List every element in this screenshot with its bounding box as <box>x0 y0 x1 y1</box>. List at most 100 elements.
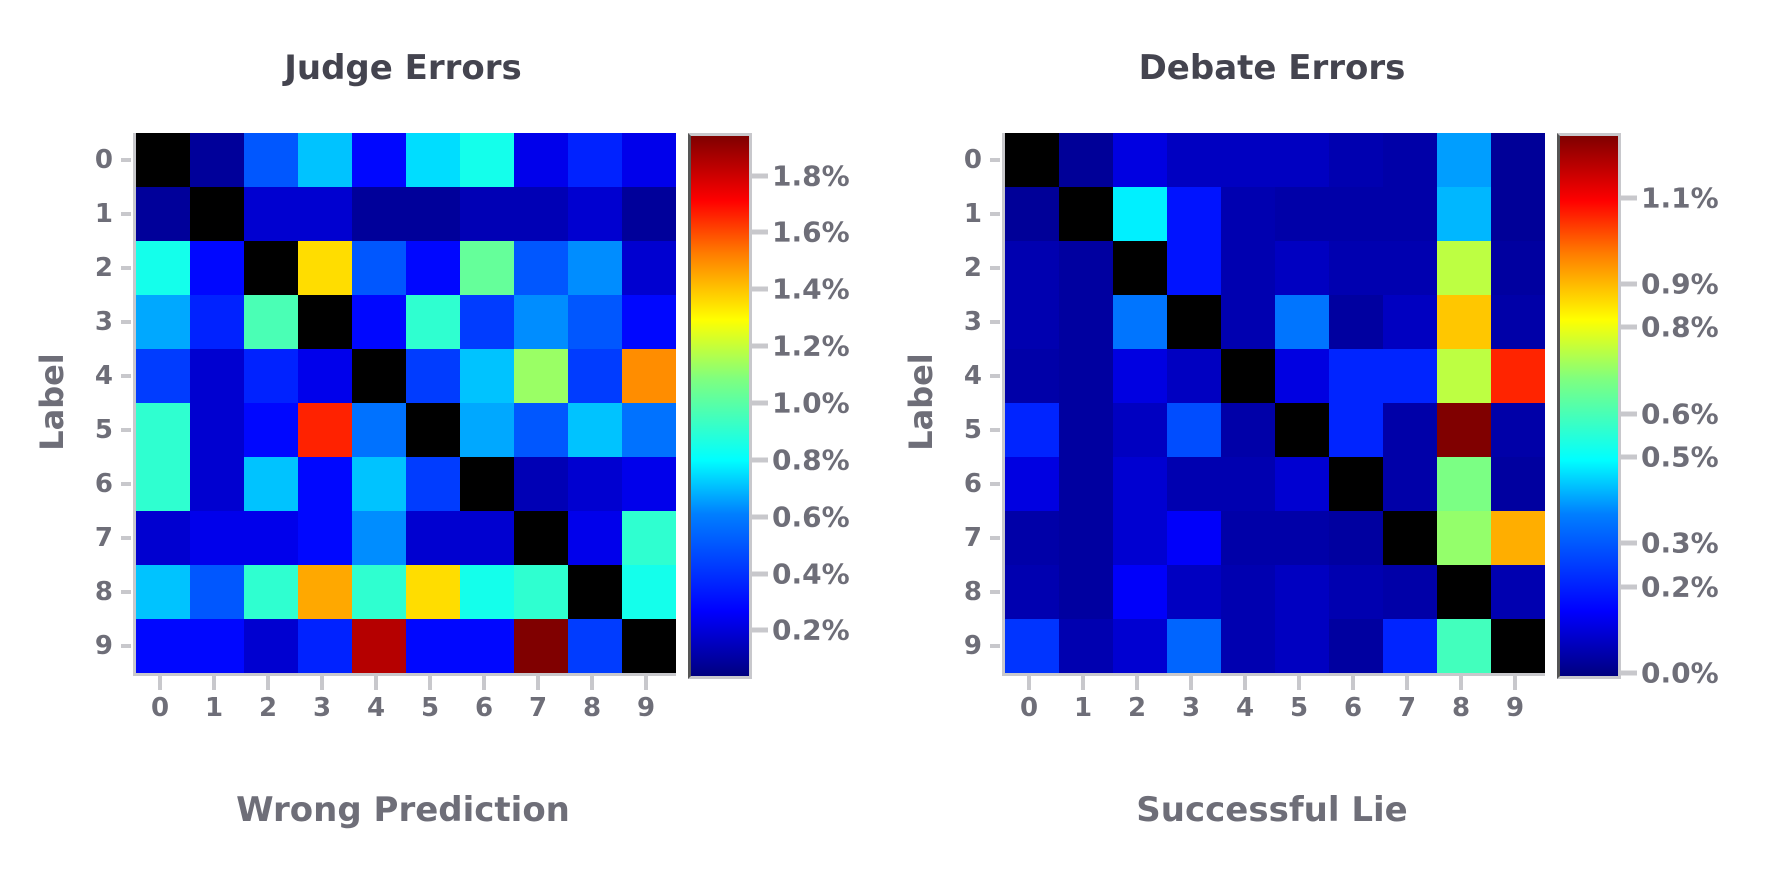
y-tick-mark <box>121 212 131 216</box>
x-tick-mark <box>266 676 270 690</box>
heatmap-cell <box>1491 565 1545 619</box>
heatmap-cell <box>1113 133 1167 187</box>
heatmap-cell <box>1221 349 1275 403</box>
heatmap-cell <box>1005 349 1059 403</box>
heatmap-cell <box>1491 619 1545 673</box>
heatmap-cell <box>1221 187 1275 241</box>
heatmap-cell <box>514 241 568 295</box>
y-tick-mark <box>990 482 1000 486</box>
y-tick-label: 6 <box>94 469 113 499</box>
heatmap-cell <box>406 187 460 241</box>
heatmap-cell <box>1383 241 1437 295</box>
heatmap-cell <box>352 457 406 511</box>
y-tick-mark <box>990 536 1000 540</box>
heatmap-cell <box>1221 295 1275 349</box>
heatmap-cell <box>1221 457 1275 511</box>
x-tick-mark <box>1027 676 1031 690</box>
heatmap-cell <box>244 187 298 241</box>
x-tick-mark <box>1081 676 1085 690</box>
colorbar-tick-label: 0.8% <box>772 443 850 477</box>
y-tick-mark <box>121 320 131 324</box>
heatmap-cell <box>1275 295 1329 349</box>
heatmap-cell <box>1167 133 1221 187</box>
y-tick-mark <box>990 266 1000 270</box>
heatmap-cell <box>514 457 568 511</box>
heatmap-cell <box>622 403 676 457</box>
heatmap-cell <box>298 133 352 187</box>
heatmap-cell <box>1383 295 1437 349</box>
heatmap-cell <box>460 511 514 565</box>
x-tick-label: 8 <box>1451 693 1471 723</box>
heatmap-cell <box>1383 619 1437 673</box>
heatmap-cell <box>622 295 676 349</box>
heatmap-cell <box>1437 187 1491 241</box>
x-tick-label: 4 <box>366 693 386 723</box>
x-axis-label: Wrong Prediction <box>236 790 570 830</box>
heatmap-cell <box>568 187 622 241</box>
colorbar-tick-mark <box>752 286 768 292</box>
colorbar-tick-label: 0.8% <box>1641 310 1719 344</box>
x-tick-label: 7 <box>1397 693 1417 723</box>
heatmap-cell <box>1167 565 1221 619</box>
heatmap-cell <box>190 511 244 565</box>
heatmap-cell <box>1221 241 1275 295</box>
heatmap-cell <box>352 241 406 295</box>
heatmap-cell <box>136 133 190 187</box>
colorbar-tick-mark <box>1621 670 1637 676</box>
heatmap-cell <box>460 349 514 403</box>
heatmap-cell <box>298 457 352 511</box>
heatmap-cell <box>406 295 460 349</box>
colorbar-tick-mark <box>752 457 768 463</box>
x-tick-mark <box>590 676 594 690</box>
y-tick-mark <box>121 536 131 540</box>
y-tick-mark <box>990 428 1000 432</box>
heatmap-cell <box>406 619 460 673</box>
heatmap-cell <box>406 403 460 457</box>
colorbar-tick-label: 0.6% <box>772 500 850 534</box>
y-axis-label: Label <box>901 353 940 451</box>
heatmap-cell <box>136 457 190 511</box>
heatmap-cell <box>460 295 514 349</box>
heatmap-cell <box>1221 133 1275 187</box>
x-tick-label: 2 <box>1127 693 1147 723</box>
heatmap-cell <box>1275 241 1329 295</box>
heatmap-cell <box>244 457 298 511</box>
heatmap-cell <box>514 511 568 565</box>
heatmap-cell <box>136 511 190 565</box>
heatmap-cell <box>298 403 352 457</box>
heatmap-cell <box>1491 187 1545 241</box>
heatmap-grid <box>133 133 676 676</box>
heatmap-cell <box>1059 187 1113 241</box>
heatmap-cell <box>1005 295 1059 349</box>
heatmap-cell <box>136 403 190 457</box>
heatmap-cell <box>406 457 460 511</box>
heatmap-cell <box>352 511 406 565</box>
heatmap-cell <box>1059 565 1113 619</box>
heatmap-cell <box>1329 133 1383 187</box>
heatmap-cell <box>190 295 244 349</box>
heatmap-cell <box>1275 187 1329 241</box>
heatmap-cell <box>1167 295 1221 349</box>
colorbar <box>1557 133 1621 679</box>
heatmap-cell <box>244 241 298 295</box>
colorbar-tick-mark <box>752 514 768 520</box>
x-tick-mark <box>1135 676 1139 690</box>
heatmap-cell <box>352 133 406 187</box>
heatmap-cell <box>1167 349 1221 403</box>
heatmap-cell <box>1059 403 1113 457</box>
heatmap-cell <box>1221 403 1275 457</box>
heatmap-cell <box>622 349 676 403</box>
heatmap-cell <box>460 565 514 619</box>
x-tick-mark <box>482 676 486 690</box>
heatmap-cell <box>1113 511 1167 565</box>
heatmap-cell <box>244 133 298 187</box>
heatmap-cell <box>1383 457 1437 511</box>
heatmap-cell <box>622 619 676 673</box>
heatmap-cell <box>1167 457 1221 511</box>
y-tick-label: 1 <box>963 199 982 229</box>
heatmap-cell <box>1329 187 1383 241</box>
x-tick-mark <box>1513 676 1517 690</box>
heatmap-cell <box>352 619 406 673</box>
heatmap-cell <box>568 403 622 457</box>
